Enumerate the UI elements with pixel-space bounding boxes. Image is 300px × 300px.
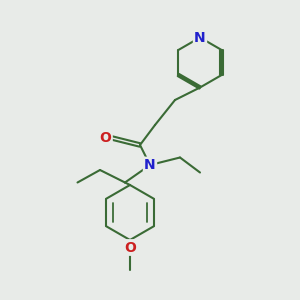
Text: O: O	[124, 241, 136, 254]
Text: N: N	[144, 158, 156, 172]
Text: O: O	[100, 130, 111, 145]
Text: N: N	[194, 31, 206, 44]
